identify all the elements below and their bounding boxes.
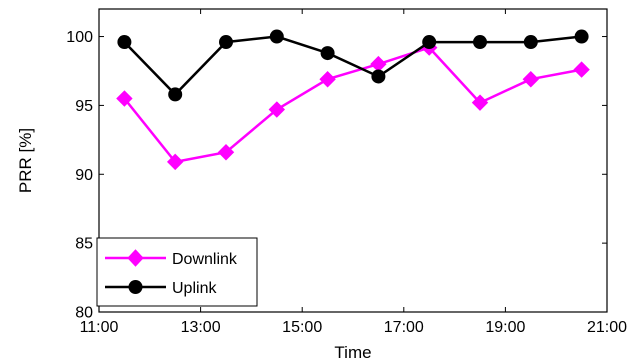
tick-layer: 80 85 90 95 100 11:00 13:00 15:00 17:00 19:00 21:0…: [66, 9, 627, 336]
series-line-uplink: [123, 35, 582, 97]
data-point-downlink: [522, 71, 540, 88]
y-tick-label: 100: [66, 29, 93, 46]
x-tick-label: 21:00: [587, 319, 627, 336]
legend-marker-uplink: [128, 280, 143, 294]
data-point-uplink: [574, 29, 589, 44]
legend-box: [96, 237, 258, 307]
x-tick-label: 17:00: [384, 319, 424, 336]
data-point-downlink: [217, 144, 235, 161]
data-point-uplink: [168, 87, 183, 102]
x-axis-label: Time: [334, 343, 371, 362]
x-tick-label: 13:00: [181, 319, 221, 336]
data-point-downlink: [166, 153, 184, 171]
y-axis-label: PRR [%]: [16, 128, 35, 193]
data-point-downlink: [116, 90, 133, 107]
data-point-uplink: [320, 46, 335, 61]
y-tick-label: 95: [75, 98, 93, 115]
data-point-downlink: [268, 101, 286, 118]
data-point-uplink: [371, 69, 386, 84]
x-tick-label: 19:00: [485, 319, 525, 336]
data-point-uplink: [219, 35, 233, 50]
legend-item-uplink: Uplink: [105, 280, 217, 297]
data-point-downlink: [319, 71, 336, 88]
legend-label-uplink: Uplink: [172, 280, 217, 297]
y-tick-label: 85: [75, 236, 93, 253]
series-layer: [116, 29, 590, 171]
data-point-uplink: [523, 35, 538, 50]
legend-label-downlink: Downlink: [172, 251, 238, 268]
data-point-downlink: [471, 94, 489, 111]
data-point-downlink: [573, 61, 590, 78]
series-line-downlink: [123, 46, 582, 164]
legend: Downlink Uplink: [96, 237, 258, 307]
data-point-uplink: [269, 29, 284, 44]
data-point-uplink: [473, 35, 487, 50]
y-tick-label: 90: [75, 167, 93, 184]
data-point-downlink: [370, 55, 387, 73]
x-tick-label: 11:00: [80, 319, 119, 336]
data-point-uplink: [117, 35, 132, 50]
y-tick-label: 80: [75, 305, 93, 322]
legend-marker-downlink: [127, 249, 144, 267]
data-point-uplink: [422, 35, 437, 50]
plot-frame: [98, 8, 608, 313]
legend-item-downlink: Downlink: [105, 249, 238, 268]
x-tick-label: 15:00: [282, 319, 322, 336]
